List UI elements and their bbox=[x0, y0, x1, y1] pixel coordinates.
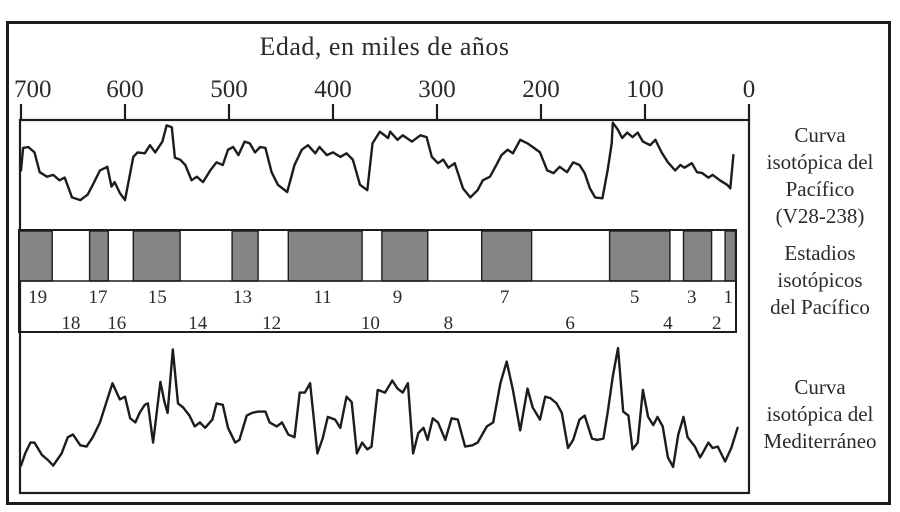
stage-segment-1 bbox=[724, 230, 737, 282]
stage-number-6: 6 bbox=[565, 313, 575, 334]
stage-number-7: 7 bbox=[500, 287, 510, 308]
mediterranean-curve-line bbox=[19, 346, 739, 469]
axis-tick-label: 700 bbox=[14, 76, 52, 103]
stage-number-2: 2 bbox=[712, 313, 722, 334]
label-line: isotópicos bbox=[777, 268, 863, 292]
axis-tick-label: 200 bbox=[522, 76, 560, 103]
label-line: Mediterráneo bbox=[763, 429, 877, 453]
label-line: Curva bbox=[794, 375, 846, 399]
stage-segment-19 bbox=[18, 230, 53, 282]
label-pacific-curve: Curva isotópica del Pacífico (V28-238) bbox=[750, 122, 890, 230]
stage-number-12: 12 bbox=[262, 313, 281, 334]
stage-number-13: 13 bbox=[233, 287, 252, 308]
label-line: (V28-238) bbox=[775, 204, 865, 228]
stage-number-8: 8 bbox=[444, 313, 454, 334]
label-line: Pacífico bbox=[785, 177, 855, 201]
stage-number-15: 15 bbox=[148, 287, 167, 308]
stage-number-19: 19 bbox=[28, 287, 47, 308]
label-line: Curva bbox=[794, 123, 846, 147]
label-mediterranean-curve: Curva isotópica del Mediterráneo bbox=[750, 374, 890, 455]
stage-segment-7 bbox=[481, 230, 533, 282]
label-line: isotópica del bbox=[766, 150, 874, 174]
stage-number-16: 16 bbox=[107, 313, 126, 334]
stage-segment-15 bbox=[132, 230, 181, 282]
axis-tick-label: 0 bbox=[743, 76, 756, 103]
stage-segment-3 bbox=[682, 230, 713, 282]
stage-number-14: 14 bbox=[188, 313, 208, 334]
stage-segment-9 bbox=[381, 230, 429, 282]
pacific-curve-line bbox=[19, 121, 735, 202]
stage-segment-5 bbox=[608, 230, 671, 282]
stage-segment-11 bbox=[287, 230, 363, 282]
stage-segment-17 bbox=[88, 230, 109, 282]
stage-number-5: 5 bbox=[630, 287, 640, 308]
label-line: isotópica del bbox=[766, 402, 874, 426]
stage-segment-13 bbox=[231, 230, 259, 282]
stage-number-18: 18 bbox=[61, 313, 80, 334]
stage-number-1: 1 bbox=[723, 287, 733, 308]
stage-number-4: 4 bbox=[663, 313, 673, 334]
label-isotope-stages: Estadios isotópicos del Pacífico bbox=[750, 240, 890, 321]
axis-title: Edad, en miles de años bbox=[259, 32, 510, 61]
stage-number-9: 9 bbox=[393, 287, 403, 308]
stage-number-3: 3 bbox=[687, 287, 697, 308]
stage-number-10: 10 bbox=[361, 313, 380, 334]
stage-number-11: 11 bbox=[313, 287, 331, 308]
axis-tick-label: 300 bbox=[418, 76, 456, 103]
axis-tick-label: 100 bbox=[626, 76, 664, 103]
axis-tick-label: 400 bbox=[314, 76, 352, 103]
axis-tick-label: 600 bbox=[106, 76, 144, 103]
axis-tick-label: 500 bbox=[210, 76, 248, 103]
label-line: Estadios bbox=[784, 241, 856, 265]
stage-number-17: 17 bbox=[89, 287, 108, 308]
label-line: del Pacífico bbox=[770, 295, 870, 319]
